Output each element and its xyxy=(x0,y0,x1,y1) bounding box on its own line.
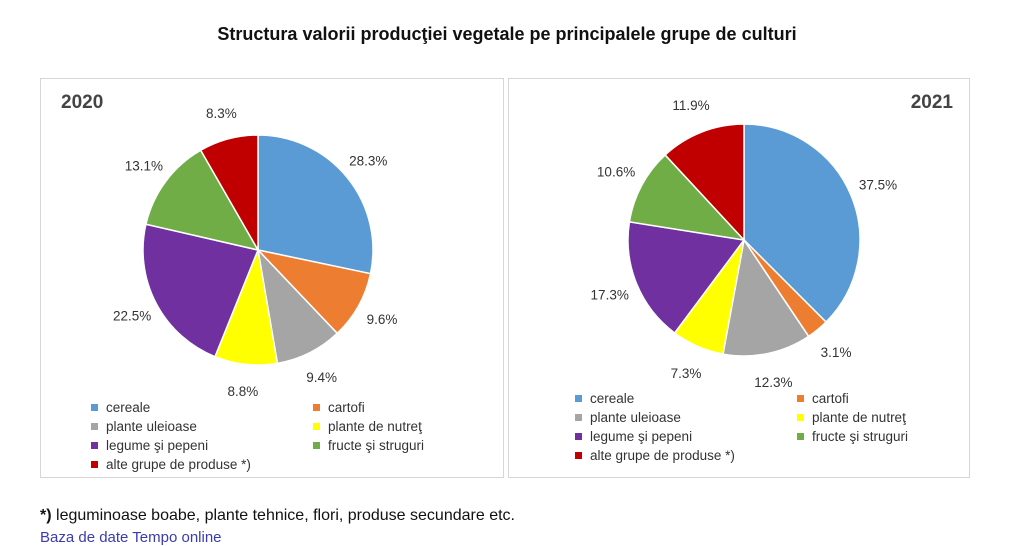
footnote-text: leguminoase boabe, plante tehnice, flori… xyxy=(51,507,515,524)
legend-item-cereale: cereale xyxy=(575,389,797,407)
data-label-alte-grupe-de-produse: 11.9% xyxy=(672,98,709,113)
database-link[interactable]: Baza de date Tempo online xyxy=(40,529,222,546)
legend-label: cereale xyxy=(590,390,635,406)
legend-item-alte-grupe-de-produse: alte grupe de produse *) xyxy=(575,446,797,464)
legend-item-alte-grupe-de-produse: alte grupe de produse *) xyxy=(91,455,313,473)
year-label-2021: 2021 xyxy=(910,92,953,113)
legend-item-legume-i-pepeni: legume şi pepeni xyxy=(91,436,313,454)
legend-label: legume şi pepeni xyxy=(106,437,209,453)
legend-label: cartofi xyxy=(328,399,365,415)
legend-2021: cereale cartofi plante uleioase plante de n… xyxy=(575,389,975,464)
legend-item-cereale: cereale xyxy=(91,398,313,416)
legend-swatch xyxy=(575,432,582,440)
legend-swatch xyxy=(575,413,582,421)
pie-slice-fructe-i-struguri xyxy=(145,149,260,252)
data-label-legume-i-pepeni: 17.3% xyxy=(591,288,629,303)
legend-item-plante-uleioase: plante uleioase xyxy=(91,417,313,435)
legend-2020: cereale cartofi plante uleioase plante de n… xyxy=(91,398,491,473)
legend-label: cartofi xyxy=(812,390,849,406)
pie-slice-legume-i-pepeni xyxy=(142,223,260,358)
pie-slice-legume-i-pepeni xyxy=(627,220,746,335)
legend-label: plante de nutreţ xyxy=(812,409,906,425)
pie-chart-2020: 28.3% 9.6% 9.4% 8.8% 22.5% 13.1% 8.3% xyxy=(113,106,398,399)
data-label-cartofi: 9.6% xyxy=(367,312,398,327)
year-label-2020: 2020 xyxy=(61,92,104,113)
data-label-cereale: 28.3% xyxy=(349,154,387,169)
legend-item-plante-de-nutre: plante de nutreţ xyxy=(313,417,493,435)
data-label-plante-uleioase: 9.4% xyxy=(306,370,337,385)
legend-label: plante uleioase xyxy=(590,409,681,425)
legend-label: fructe şi struguri xyxy=(812,428,909,444)
legend-swatch xyxy=(575,451,582,459)
chart-title: Structura valorii producţiei vegetale pe… xyxy=(217,24,797,44)
legend-label: alte grupe de produse *) xyxy=(590,447,735,463)
legend-swatch xyxy=(313,403,320,411)
legend-swatch xyxy=(797,394,804,402)
legend-swatch xyxy=(575,394,582,402)
legend-label: plante uleioase xyxy=(106,418,197,434)
footnote-marker: *) xyxy=(40,507,52,524)
legend-item-plante-uleioase: plante uleioase xyxy=(575,408,797,426)
data-label-cartofi: 3.1% xyxy=(821,345,852,360)
legend-swatch xyxy=(313,422,320,430)
data-label-plante-de-nutre: 7.3% xyxy=(671,366,702,381)
legend-label: plante de nutreţ xyxy=(328,418,422,434)
pie-slice-cereale xyxy=(743,123,861,324)
legend-label: fructe şi struguri xyxy=(328,437,425,453)
pie-panel-2021: 37.5% 3.1% 12.3% 7.3% 17.3% 10.6% 11.9% 2021 c… xyxy=(508,78,970,478)
data-label-fructe-i-struguri: 13.1% xyxy=(125,158,163,173)
pie-slice-alte-grupe-de-produse xyxy=(664,123,745,242)
pie-slice-alte-grupe-de-produse xyxy=(199,134,259,253)
legend-item-cartofi: cartofi xyxy=(313,398,493,416)
legend-item-fructe-i-struguri: fructe şi struguri xyxy=(797,427,977,445)
legend-label: legume şi pepeni xyxy=(590,428,693,444)
legend-label: cereale xyxy=(106,399,151,415)
legend-swatch xyxy=(91,422,98,430)
footnote: *) leguminoase boabe, plante tehnice, fl… xyxy=(40,507,515,525)
legend-item-plante-de-nutre: plante de nutreţ xyxy=(797,408,977,426)
pie-chart-2021: 37.5% 3.1% 12.3% 7.3% 17.3% 10.6% 11.9% xyxy=(591,98,898,390)
data-label-plante-de-nutre: 8.8% xyxy=(227,384,258,399)
legend-swatch xyxy=(91,403,98,411)
legend-swatch xyxy=(797,432,804,440)
pie-panel-2020: 28.3% 9.6% 9.4% 8.8% 22.5% 13.1% 8.3% 2020 cer… xyxy=(40,78,504,478)
legend-item-fructe-i-struguri: fructe şi struguri xyxy=(313,436,493,454)
pie-slice-cereale xyxy=(257,134,374,275)
pie-slice-fructe-i-struguri xyxy=(628,153,747,242)
legend-swatch xyxy=(313,441,320,449)
data-label-cereale: 37.5% xyxy=(859,178,897,193)
legend-item-cartofi: cartofi xyxy=(797,389,977,407)
data-label-alte-grupe-de-produse: 8.3% xyxy=(206,106,237,121)
legend-item-legume-i-pepeni: legume şi pepeni xyxy=(575,427,797,445)
legend-label: alte grupe de produse *) xyxy=(106,456,251,472)
data-label-legume-i-pepeni: 22.5% xyxy=(113,309,151,324)
data-label-plante-uleioase: 12.3% xyxy=(754,375,792,390)
data-label-fructe-i-struguri: 10.6% xyxy=(597,165,635,180)
pie-slice-plante-uleioase xyxy=(722,238,810,357)
legend-swatch xyxy=(91,441,98,449)
legend-swatch xyxy=(797,413,804,421)
legend-swatch xyxy=(91,460,98,468)
